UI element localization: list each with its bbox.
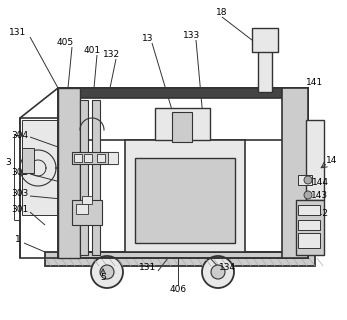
Text: 131: 131 <box>9 28 27 36</box>
Text: 14: 14 <box>326 156 338 164</box>
Circle shape <box>304 191 312 199</box>
Text: 401: 401 <box>83 45 101 54</box>
Bar <box>108 152 118 164</box>
Text: 5: 5 <box>100 274 106 283</box>
Bar <box>80 100 88 255</box>
Text: 131: 131 <box>139 263 156 273</box>
Bar <box>298 205 320 215</box>
Bar <box>72 200 102 225</box>
Text: 302: 302 <box>11 167 28 177</box>
Bar <box>296 200 324 255</box>
Bar <box>72 152 117 164</box>
Bar <box>22 148 34 173</box>
Bar <box>135 158 235 243</box>
Text: 142: 142 <box>312 210 329 219</box>
Bar <box>155 108 210 140</box>
Text: 304: 304 <box>11 131 28 140</box>
Text: 303: 303 <box>11 189 28 198</box>
Bar <box>282 88 308 258</box>
Bar <box>84 154 92 162</box>
Bar <box>74 154 82 162</box>
Circle shape <box>91 256 123 288</box>
Text: 144: 144 <box>312 178 329 187</box>
Text: 301: 301 <box>11 205 28 214</box>
Text: 18: 18 <box>216 7 228 17</box>
Text: 141: 141 <box>306 77 323 86</box>
Text: 134: 134 <box>219 263 237 273</box>
Bar <box>45 252 315 266</box>
Bar <box>58 88 80 258</box>
Text: 3: 3 <box>5 157 11 166</box>
Bar <box>306 120 324 200</box>
Bar <box>125 140 245 252</box>
Bar <box>22 120 57 215</box>
Circle shape <box>202 256 234 288</box>
Bar <box>20 118 60 258</box>
Bar <box>252 28 278 52</box>
Text: 133: 133 <box>183 30 201 39</box>
Bar <box>97 154 105 162</box>
Circle shape <box>304 176 312 184</box>
Bar <box>172 112 192 142</box>
Bar <box>258 50 272 92</box>
Circle shape <box>211 265 225 279</box>
Bar <box>298 175 312 185</box>
Circle shape <box>100 265 114 279</box>
Bar <box>58 88 308 258</box>
Bar <box>92 100 100 255</box>
Text: 405: 405 <box>57 37 74 46</box>
Text: 1: 1 <box>15 236 21 244</box>
Bar <box>58 88 308 98</box>
Bar <box>76 204 88 214</box>
Text: 13: 13 <box>142 34 154 43</box>
Bar <box>82 196 92 204</box>
Text: 406: 406 <box>169 285 187 294</box>
Text: 132: 132 <box>103 50 120 59</box>
Bar <box>298 220 320 230</box>
Bar <box>298 233 320 248</box>
Text: 143: 143 <box>312 191 329 201</box>
